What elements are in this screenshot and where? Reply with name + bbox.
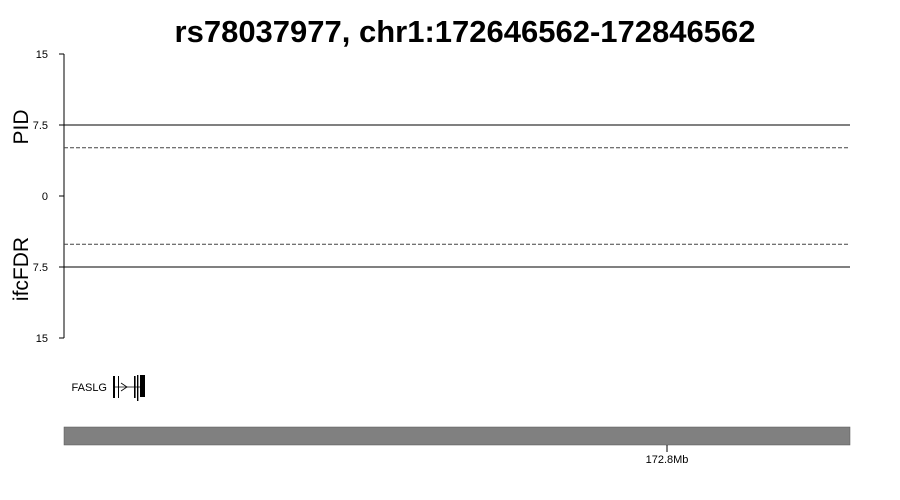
y-tick-label: 15 xyxy=(36,49,48,61)
y-tick-label: 15 xyxy=(36,333,48,345)
panel-pid: 15 7.5 0 PID xyxy=(10,49,850,203)
ideogram-track: 172.8Mb xyxy=(64,427,850,466)
gene-track: FASLG xyxy=(72,375,145,401)
chromosome-band xyxy=(64,427,850,445)
exon xyxy=(134,376,136,398)
x-tick-label: 172.8Mb xyxy=(646,454,689,466)
exon xyxy=(137,375,138,401)
y-tick-label: 7.5 xyxy=(33,120,48,132)
exon xyxy=(118,376,119,398)
gene-label: FASLG xyxy=(72,382,107,394)
chart-title: rs78037977, chr1:172646562-172846562 xyxy=(175,14,756,49)
exon xyxy=(140,375,145,397)
panel-ifcfdr: 7.5 15 ifcFDR xyxy=(10,237,850,345)
y-tick-label: 0 xyxy=(42,191,48,203)
y-axis-title: PID xyxy=(10,109,33,144)
y-tick-label: 7.5 xyxy=(33,262,48,274)
gene-faslg: FASLG xyxy=(72,375,145,401)
y-axis-title: ifcFDR xyxy=(10,237,33,301)
exon xyxy=(113,376,115,398)
